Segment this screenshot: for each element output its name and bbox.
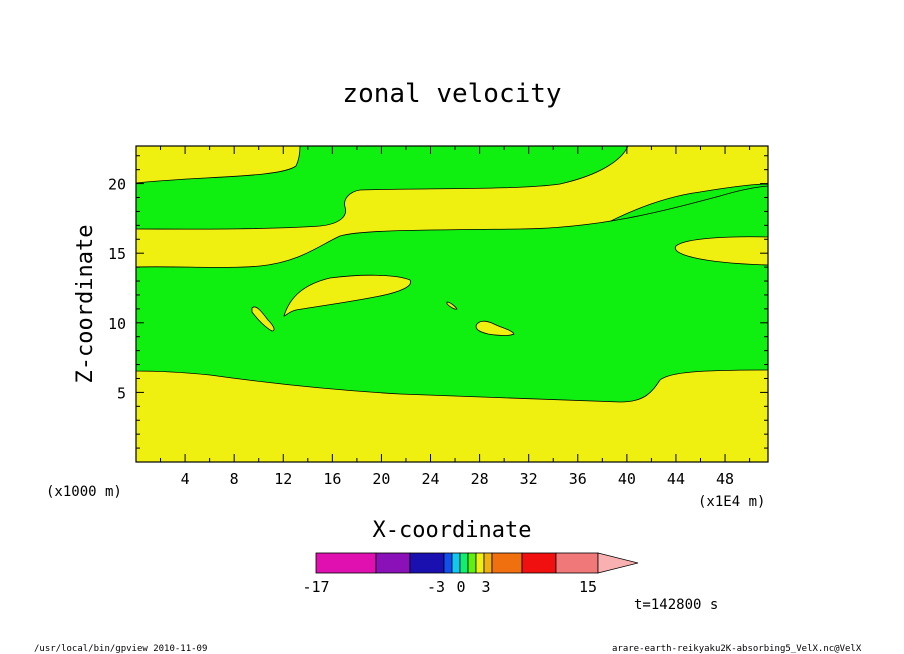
y-tick-label: 5 [117, 384, 126, 402]
colorbar-segment [459, 552, 469, 574]
x-tick-label: 48 [716, 470, 734, 488]
time-label: t=142800 s [634, 597, 718, 613]
x-tick-label: 20 [372, 470, 390, 488]
y-axis-label: Z-coordinate [73, 225, 98, 384]
region-positive-island-1 [283, 274, 412, 317]
colorbar-tick-label: 15 [579, 578, 597, 596]
x-tick-label: 4 [181, 470, 190, 488]
x-tick-label: 8 [230, 470, 239, 488]
x-axis-label: X-coordinate [373, 518, 532, 543]
colorbar-segment [443, 552, 453, 574]
region-positive-lens-right [674, 236, 768, 266]
colorbar-tick-labels: -17 -3 0 3 15 [302, 578, 597, 596]
colorbar-segment [467, 552, 477, 574]
colorbar-tick-label: -3 [427, 578, 445, 596]
footer-right: arare-earth-reikyaku2K-absorbing5_VelX.n… [612, 644, 862, 654]
colorbar-segment [521, 552, 557, 574]
chart-title: zonal velocity [342, 79, 561, 109]
region-positive-island-3 [475, 320, 515, 336]
colorbar-segment [483, 552, 493, 574]
colorbar-arrow [597, 552, 639, 574]
colorbar-segment [375, 552, 411, 574]
x-tick-label: 44 [667, 470, 685, 488]
colorbar-tick-label: -17 [302, 578, 329, 596]
region-positive-island-2 [251, 306, 275, 332]
region-positive-island-4 [446, 301, 458, 310]
y-tick-label: 10 [108, 315, 126, 333]
colorbar-segment [315, 552, 377, 574]
x-unit-right: (x1E4 m) [698, 494, 765, 510]
y-tick-label: 15 [108, 245, 126, 263]
x-tick-label: 36 [569, 470, 587, 488]
x-tick-label: 16 [323, 470, 341, 488]
x-unit-left: (x1000 m) [46, 484, 122, 500]
y-tick-label: 20 [108, 176, 126, 194]
y-axis: 5 10 15 20 [108, 155, 768, 449]
x-tick-label: 24 [421, 470, 439, 488]
region-negative-band-upper [136, 146, 629, 230]
colorbar-segment [475, 552, 485, 574]
colorbar-segment [451, 552, 461, 574]
colorbar-tick-label: 3 [481, 578, 490, 596]
colorbar [315, 552, 639, 574]
colorbar-tick-label: 0 [456, 578, 465, 596]
footer-left: /usr/local/bin/gpview 2010-11-09 [34, 644, 207, 654]
x-axis: 4 8 12 16 20 24 28 32 36 40 44 48 [160, 146, 751, 488]
x-tick-label: 32 [520, 470, 538, 488]
plot-frame [135, 145, 769, 463]
colorbar-segment [409, 552, 445, 574]
colorbar-segment [555, 552, 599, 574]
x-tick-label: 40 [618, 470, 636, 488]
x-tick-label: 28 [471, 470, 489, 488]
region-negative-band-central [136, 185, 768, 403]
plot-area [135, 145, 769, 463]
x-tick-label: 12 [274, 470, 292, 488]
colorbar-segment [491, 552, 523, 574]
